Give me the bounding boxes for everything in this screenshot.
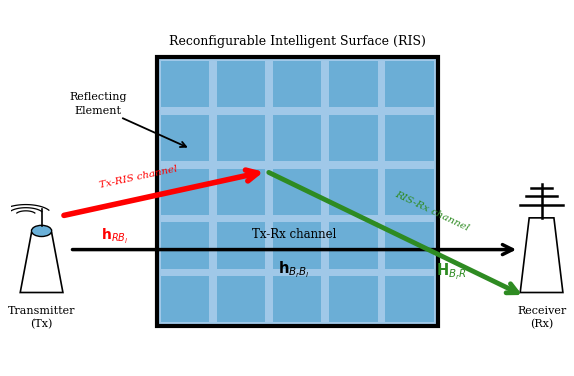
Bar (329, 222, 378, 268)
Bar (329, 276, 378, 322)
Ellipse shape (32, 225, 52, 237)
Bar (273, 61, 321, 108)
Bar (161, 276, 209, 322)
Bar (217, 276, 265, 322)
Bar (161, 115, 209, 161)
Bar (273, 115, 321, 161)
Text: Tx-Rx channel: Tx-Rx channel (252, 228, 336, 241)
Bar (217, 115, 265, 161)
Text: Tx-RIS channel: Tx-RIS channel (99, 164, 179, 190)
Text: RIS-Rx channel: RIS-Rx channel (393, 190, 471, 233)
Bar (385, 222, 434, 268)
Text: $\mathbf{H}_{B_r R}$: $\mathbf{H}_{B_r R}$ (436, 262, 467, 282)
Text: Element: Element (74, 106, 121, 117)
Bar (273, 276, 321, 322)
Bar (217, 61, 265, 108)
Text: Reconfigurable Intelligent Surface (RIS): Reconfigurable Intelligent Surface (RIS) (169, 35, 425, 48)
Bar (385, 276, 434, 322)
Bar (157, 58, 437, 326)
Polygon shape (20, 233, 63, 293)
Bar (161, 61, 209, 108)
Bar (329, 115, 378, 161)
Bar (385, 115, 434, 161)
Bar (385, 168, 434, 215)
Bar (385, 61, 434, 108)
Text: $\mathbf{h}_{RB_l}$: $\mathbf{h}_{RB_l}$ (101, 227, 128, 246)
Text: (Rx): (Rx) (530, 318, 553, 329)
Bar (329, 61, 378, 108)
Bar (273, 168, 321, 215)
Bar (273, 222, 321, 268)
Text: $\mathbf{h}_{B_r B_l}$: $\mathbf{h}_{B_r B_l}$ (278, 259, 311, 279)
Bar (161, 222, 209, 268)
Bar (217, 222, 265, 268)
Text: Reflecting: Reflecting (69, 92, 126, 102)
Text: (Tx): (Tx) (30, 318, 53, 329)
Bar (161, 168, 209, 215)
Bar (329, 168, 378, 215)
Polygon shape (520, 218, 563, 293)
Bar (217, 168, 265, 215)
Text: Receiver: Receiver (517, 306, 566, 315)
Text: Transmitter: Transmitter (8, 306, 75, 315)
